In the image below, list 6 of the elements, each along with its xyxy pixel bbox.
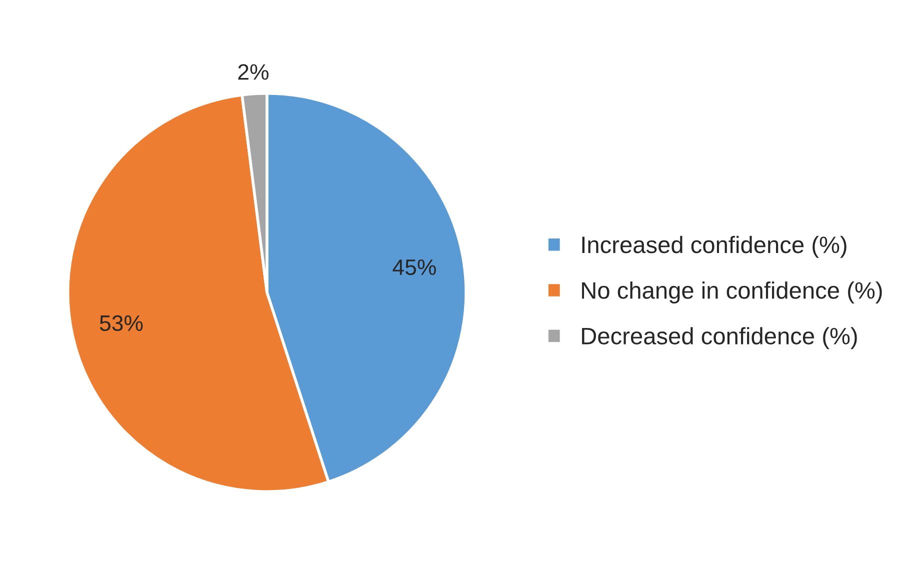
- data-label: 45%: [392, 259, 436, 276]
- data-label: 2%: [238, 64, 268, 80]
- legend-label: No change in confidence (%): [582, 281, 882, 304]
- legend-label: Decreased confidence (%): [582, 327, 857, 350]
- data-label: 53%: [100, 315, 143, 332]
- legend-label: Increased confidence (%): [582, 236, 846, 258]
